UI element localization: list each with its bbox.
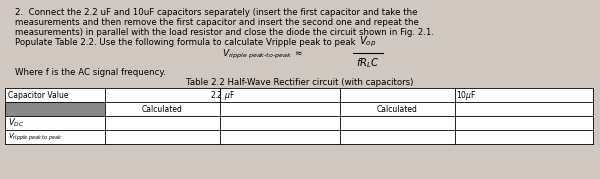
Bar — [5, 102, 105, 116]
Text: Capacitor Value: Capacitor Value — [8, 91, 68, 100]
Text: $fR_L C$: $fR_L C$ — [356, 56, 380, 70]
Text: measurements and then remove the first capacitor and insert the second one and r: measurements and then remove the first c… — [15, 18, 419, 27]
Text: $V_{ripple\ peak\text{-}to\text{-}peak}\ \approx$: $V_{ripple\ peak\text{-}to\text{-}peak}\… — [222, 47, 304, 61]
Text: 10$\mu$F: 10$\mu$F — [456, 88, 477, 101]
Text: 2.2 $\mu$F: 2.2 $\mu$F — [210, 88, 235, 101]
Text: Populate Table 2.2. Use the following formula to calculate Vripple peak to peak: Populate Table 2.2. Use the following fo… — [15, 38, 356, 47]
Text: $V_{DC}$: $V_{DC}$ — [8, 117, 25, 129]
Text: $V_{ripple\ peak\ to\ peak}$: $V_{ripple\ peak\ to\ peak}$ — [8, 131, 62, 143]
Text: Table 2.2 Half-Wave Rectifier circuit (with capacitors): Table 2.2 Half-Wave Rectifier circuit (w… — [187, 78, 413, 87]
Text: $V_{op}$: $V_{op}$ — [359, 35, 377, 50]
Text: measurements) in parallel with the load resistor and close the diode the circuit: measurements) in parallel with the load … — [15, 28, 434, 37]
Text: Where f is the AC signal frequency.: Where f is the AC signal frequency. — [15, 68, 166, 77]
Bar — [5, 88, 593, 102]
Text: Calculated: Calculated — [377, 105, 418, 113]
Bar — [5, 116, 593, 130]
Text: Calculated: Calculated — [142, 105, 183, 113]
Bar — [5, 130, 593, 144]
Text: 2.  Connect the 2.2 uF and 10uF capacitors separately (insert the first capacito: 2. Connect the 2.2 uF and 10uF capacitor… — [15, 8, 418, 17]
Bar — [105, 102, 593, 116]
